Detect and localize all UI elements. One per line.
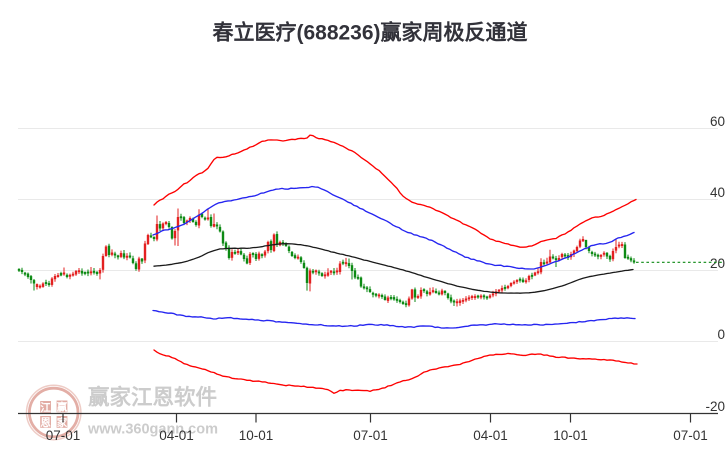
svg-text:春立医疗(688236)赢家周极反通道: 春立医疗(688236)赢家周极反通道 [212, 21, 527, 45]
svg-text:40: 40 [710, 185, 725, 200]
svg-text:www.360gann.com: www.360gann.com [87, 422, 218, 438]
svg-text:家: 家 [57, 416, 68, 429]
svg-text:07-01: 07-01 [673, 428, 708, 443]
svg-text:07-01: 07-01 [353, 428, 388, 443]
svg-text:-20: -20 [705, 399, 725, 414]
svg-text:赢家江恩软件: 赢家江恩软件 [88, 385, 217, 410]
svg-text:赢: 赢 [57, 401, 68, 414]
svg-text:江: 江 [40, 401, 51, 414]
svg-text:04-01: 04-01 [473, 428, 508, 443]
svg-text:60: 60 [710, 114, 725, 129]
svg-text:10-01: 10-01 [553, 428, 588, 443]
svg-text:04-01: 04-01 [159, 428, 194, 443]
svg-text:10-01: 10-01 [239, 428, 274, 443]
svg-text:0: 0 [717, 327, 725, 342]
svg-text:07-01: 07-01 [46, 428, 81, 443]
svg-text:恩: 恩 [40, 417, 51, 429]
svg-text:20: 20 [710, 256, 725, 271]
